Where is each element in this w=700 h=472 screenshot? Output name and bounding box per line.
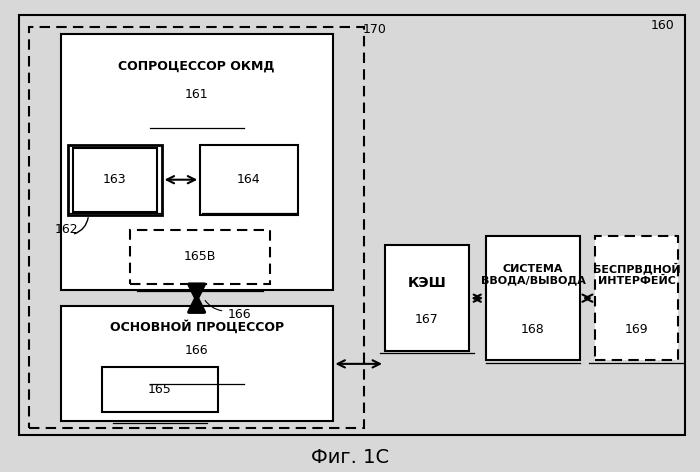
- Text: 164: 164: [237, 173, 260, 186]
- Text: КЭШ: КЭШ: [407, 277, 446, 290]
- Bar: [68, 144, 162, 215]
- Text: 167: 167: [415, 313, 439, 326]
- Text: 165: 165: [148, 383, 172, 396]
- Text: ОСНОВНОЙ ПРОЦЕССОР: ОСНОВНОЙ ПРОЦЕССОР: [109, 320, 284, 334]
- Text: 161: 161: [185, 88, 209, 101]
- Text: 165В: 165В: [184, 250, 216, 263]
- Text: 166: 166: [185, 344, 209, 356]
- Text: 169: 169: [624, 323, 648, 336]
- Text: 162: 162: [55, 223, 78, 236]
- Bar: [595, 236, 678, 360]
- Bar: [200, 144, 298, 215]
- Text: СИСТЕМА
ВВОДА/ВЫВОДА: СИСТЕМА ВВОДА/ВЫВОДА: [481, 264, 585, 286]
- Text: 170: 170: [363, 23, 386, 35]
- Bar: [385, 245, 468, 351]
- Text: СОПРОЦЕССОР ОКМД: СОПРОЦЕССОР ОКМД: [118, 59, 275, 73]
- Text: 166: 166: [228, 308, 251, 321]
- Text: 168: 168: [521, 323, 545, 336]
- Bar: [61, 306, 332, 421]
- Bar: [486, 236, 580, 360]
- Bar: [73, 148, 157, 211]
- Text: 160: 160: [650, 19, 674, 32]
- Bar: [61, 34, 332, 290]
- Bar: [130, 230, 270, 284]
- Text: 163: 163: [103, 173, 127, 186]
- Bar: [19, 16, 685, 435]
- Text: Фиг. 1C: Фиг. 1C: [311, 448, 389, 467]
- Bar: [102, 367, 218, 412]
- Bar: [29, 27, 364, 429]
- Text: БЕСПРВДНОЙ
ИНТЕРФЕЙС: БЕСПРВДНОЙ ИНТЕРФЕЙС: [593, 263, 680, 286]
